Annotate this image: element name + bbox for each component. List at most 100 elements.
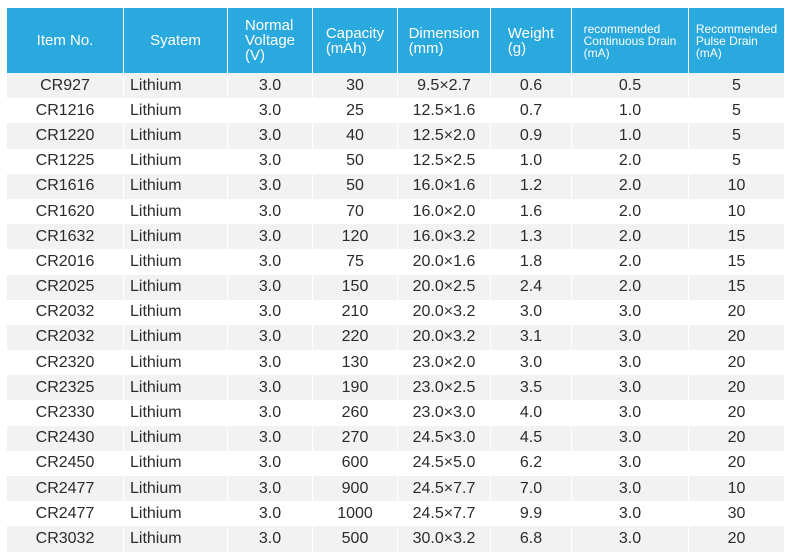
continuous-drain-cell: 3.0 bbox=[571, 476, 689, 502]
item-no-cell: CR1620 bbox=[6, 198, 124, 225]
continuous-drain-cell: 2.0 bbox=[571, 148, 689, 174]
table-row: CR2450 Lithium 3.0 600 24.5×5.0 6.2 3.0 20 bbox=[6, 450, 785, 476]
weight-cell: 3.5 bbox=[490, 375, 572, 401]
capacity-cell: 75 bbox=[312, 249, 398, 275]
item-no-cell: CR2325 bbox=[6, 375, 124, 401]
continuous-drain-cell: 3.0 bbox=[571, 501, 689, 527]
pulse-drain-cell: 20 bbox=[688, 299, 785, 325]
battery-spec-table-container: Item No. Syatem Normal Voltage (V) Capac… bbox=[6, 8, 785, 552]
item-no-cell: CR1616 bbox=[6, 173, 124, 199]
pulse-drain-cell: 5 bbox=[688, 73, 785, 99]
continuous-drain-cell: 3.0 bbox=[571, 526, 689, 552]
pulse-drain-cell: 5 bbox=[688, 98, 785, 124]
system-cell: Lithium bbox=[123, 400, 228, 426]
continuous-drain-cell: 3.0 bbox=[571, 299, 689, 325]
table-row: CR1616 Lithium 3.0 50 16.0×1.6 1.2 2.0 10 bbox=[6, 173, 785, 199]
item-no-cell: CR2320 bbox=[6, 350, 124, 376]
voltage-cell: 3.0 bbox=[227, 476, 313, 502]
weight-cell: 3.0 bbox=[490, 350, 572, 376]
table-row: CR1220 Lithium 3.0 40 12.5×2.0 0.9 1.0 5 bbox=[6, 123, 785, 149]
system-cell: Lithium bbox=[123, 274, 228, 300]
col-header-voltage: Normal Voltage (V) bbox=[227, 8, 313, 73]
continuous-drain-cell: 3.0 bbox=[571, 450, 689, 476]
dimension-cell: 20.0×1.6 bbox=[397, 249, 491, 275]
dimension-cell: 20.0×3.2 bbox=[397, 299, 491, 325]
item-no-cell: CR2477 bbox=[6, 476, 124, 502]
system-cell: Lithium bbox=[123, 375, 228, 401]
capacity-cell: 1000 bbox=[312, 501, 398, 527]
continuous-drain-cell: 2.0 bbox=[571, 249, 689, 275]
col-header-capacity: Capacity (mAh) bbox=[312, 8, 398, 73]
capacity-cell: 500 bbox=[312, 526, 398, 552]
weight-cell: 0.9 bbox=[490, 123, 572, 149]
pulse-drain-cell: 20 bbox=[688, 526, 785, 552]
pulse-drain-cell: 15 bbox=[688, 224, 785, 250]
table-row: CR2477 Lithium 3.0 1000 24.5×7.7 9.9 3.0 30 bbox=[6, 501, 785, 527]
col-header-dimension: Dimension (mm) bbox=[397, 8, 491, 73]
system-cell: Lithium bbox=[123, 224, 228, 250]
table-row: CR927 Lithium 3.0 30 9.5×2.7 0.6 0.5 5 bbox=[6, 73, 785, 99]
capacity-cell: 130 bbox=[312, 350, 398, 376]
weight-cell: 7.0 bbox=[490, 476, 572, 502]
battery-spec-table: Item No. Syatem Normal Voltage (V) Capac… bbox=[6, 8, 785, 552]
system-cell: Lithium bbox=[123, 425, 228, 451]
dimension-cell: 23.0×3.0 bbox=[397, 400, 491, 426]
system-cell: Lithium bbox=[123, 299, 228, 325]
weight-cell: 0.6 bbox=[490, 73, 572, 99]
table-row: CR2430 Lithium 3.0 270 24.5×3.0 4.5 3.0 20 bbox=[6, 425, 785, 451]
weight-cell: 1.6 bbox=[490, 198, 572, 225]
continuous-drain-cell: 0.5 bbox=[571, 73, 689, 99]
pulse-drain-cell: 5 bbox=[688, 148, 785, 174]
pulse-drain-cell: 15 bbox=[688, 274, 785, 300]
capacity-cell: 50 bbox=[312, 148, 398, 174]
voltage-cell: 3.0 bbox=[227, 198, 313, 225]
system-cell: Lithium bbox=[123, 450, 228, 476]
continuous-drain-cell: 3.0 bbox=[571, 400, 689, 426]
continuous-drain-cell: 2.0 bbox=[571, 274, 689, 300]
table-row: CR1216 Lithium 3.0 25 12.5×1.6 0.7 1.0 5 bbox=[6, 98, 785, 124]
continuous-drain-cell: 1.0 bbox=[571, 123, 689, 149]
pulse-drain-cell: 10 bbox=[688, 198, 785, 225]
voltage-cell: 3.0 bbox=[227, 425, 313, 451]
pulse-drain-cell: 30 bbox=[688, 501, 785, 527]
weight-cell: 2.4 bbox=[490, 274, 572, 300]
item-no-cell: CR2477 bbox=[6, 501, 124, 527]
capacity-cell: 40 bbox=[312, 123, 398, 149]
col-header-system: Syatem bbox=[123, 8, 228, 73]
table-row: CR1620 Lithium 3.0 70 16.0×2.0 1.6 2.0 10 bbox=[6, 198, 785, 225]
voltage-cell: 3.0 bbox=[227, 375, 313, 401]
weight-cell: 1.8 bbox=[490, 249, 572, 275]
item-no-cell: CR1216 bbox=[6, 98, 124, 124]
table-row: CR2016 Lithium 3.0 75 20.0×1.6 1.8 2.0 15 bbox=[6, 249, 785, 275]
pulse-drain-cell: 5 bbox=[688, 123, 785, 149]
dimension-cell: 20.0×3.2 bbox=[397, 324, 491, 351]
pulse-drain-cell: 20 bbox=[688, 375, 785, 401]
item-no-cell: CR1632 bbox=[6, 224, 124, 250]
item-no-cell: CR2032 bbox=[6, 299, 124, 325]
item-no-cell: CR2450 bbox=[6, 450, 124, 476]
pulse-drain-cell: 10 bbox=[688, 476, 785, 502]
table-row: CR3032 Lithium 3.0 500 30.0×3.2 6.8 3.0 20 bbox=[6, 526, 785, 552]
capacity-cell: 25 bbox=[312, 98, 398, 124]
capacity-cell: 50 bbox=[312, 173, 398, 199]
capacity-cell: 260 bbox=[312, 400, 398, 426]
system-cell: Lithium bbox=[123, 98, 228, 124]
item-no-cell: CR1225 bbox=[6, 148, 124, 174]
system-cell: Lithium bbox=[123, 123, 228, 149]
voltage-cell: 3.0 bbox=[227, 324, 313, 351]
dimension-cell: 24.5×7.7 bbox=[397, 476, 491, 502]
weight-cell: 3.0 bbox=[490, 299, 572, 325]
item-no-cell: CR2025 bbox=[6, 274, 124, 300]
continuous-drain-cell: 3.0 bbox=[571, 425, 689, 451]
weight-cell: 4.5 bbox=[490, 425, 572, 451]
table-row: CR2477 Lithium 3.0 900 24.5×7.7 7.0 3.0 10 bbox=[6, 476, 785, 502]
capacity-cell: 270 bbox=[312, 425, 398, 451]
dimension-cell: 16.0×1.6 bbox=[397, 173, 491, 199]
pulse-drain-cell: 10 bbox=[688, 173, 785, 199]
voltage-cell: 3.0 bbox=[227, 526, 313, 552]
col-header-item-no: Item No. bbox=[6, 8, 124, 73]
dimension-cell: 23.0×2.5 bbox=[397, 375, 491, 401]
continuous-drain-cell: 3.0 bbox=[571, 375, 689, 401]
pulse-drain-cell: 15 bbox=[688, 249, 785, 275]
voltage-cell: 3.0 bbox=[227, 450, 313, 476]
